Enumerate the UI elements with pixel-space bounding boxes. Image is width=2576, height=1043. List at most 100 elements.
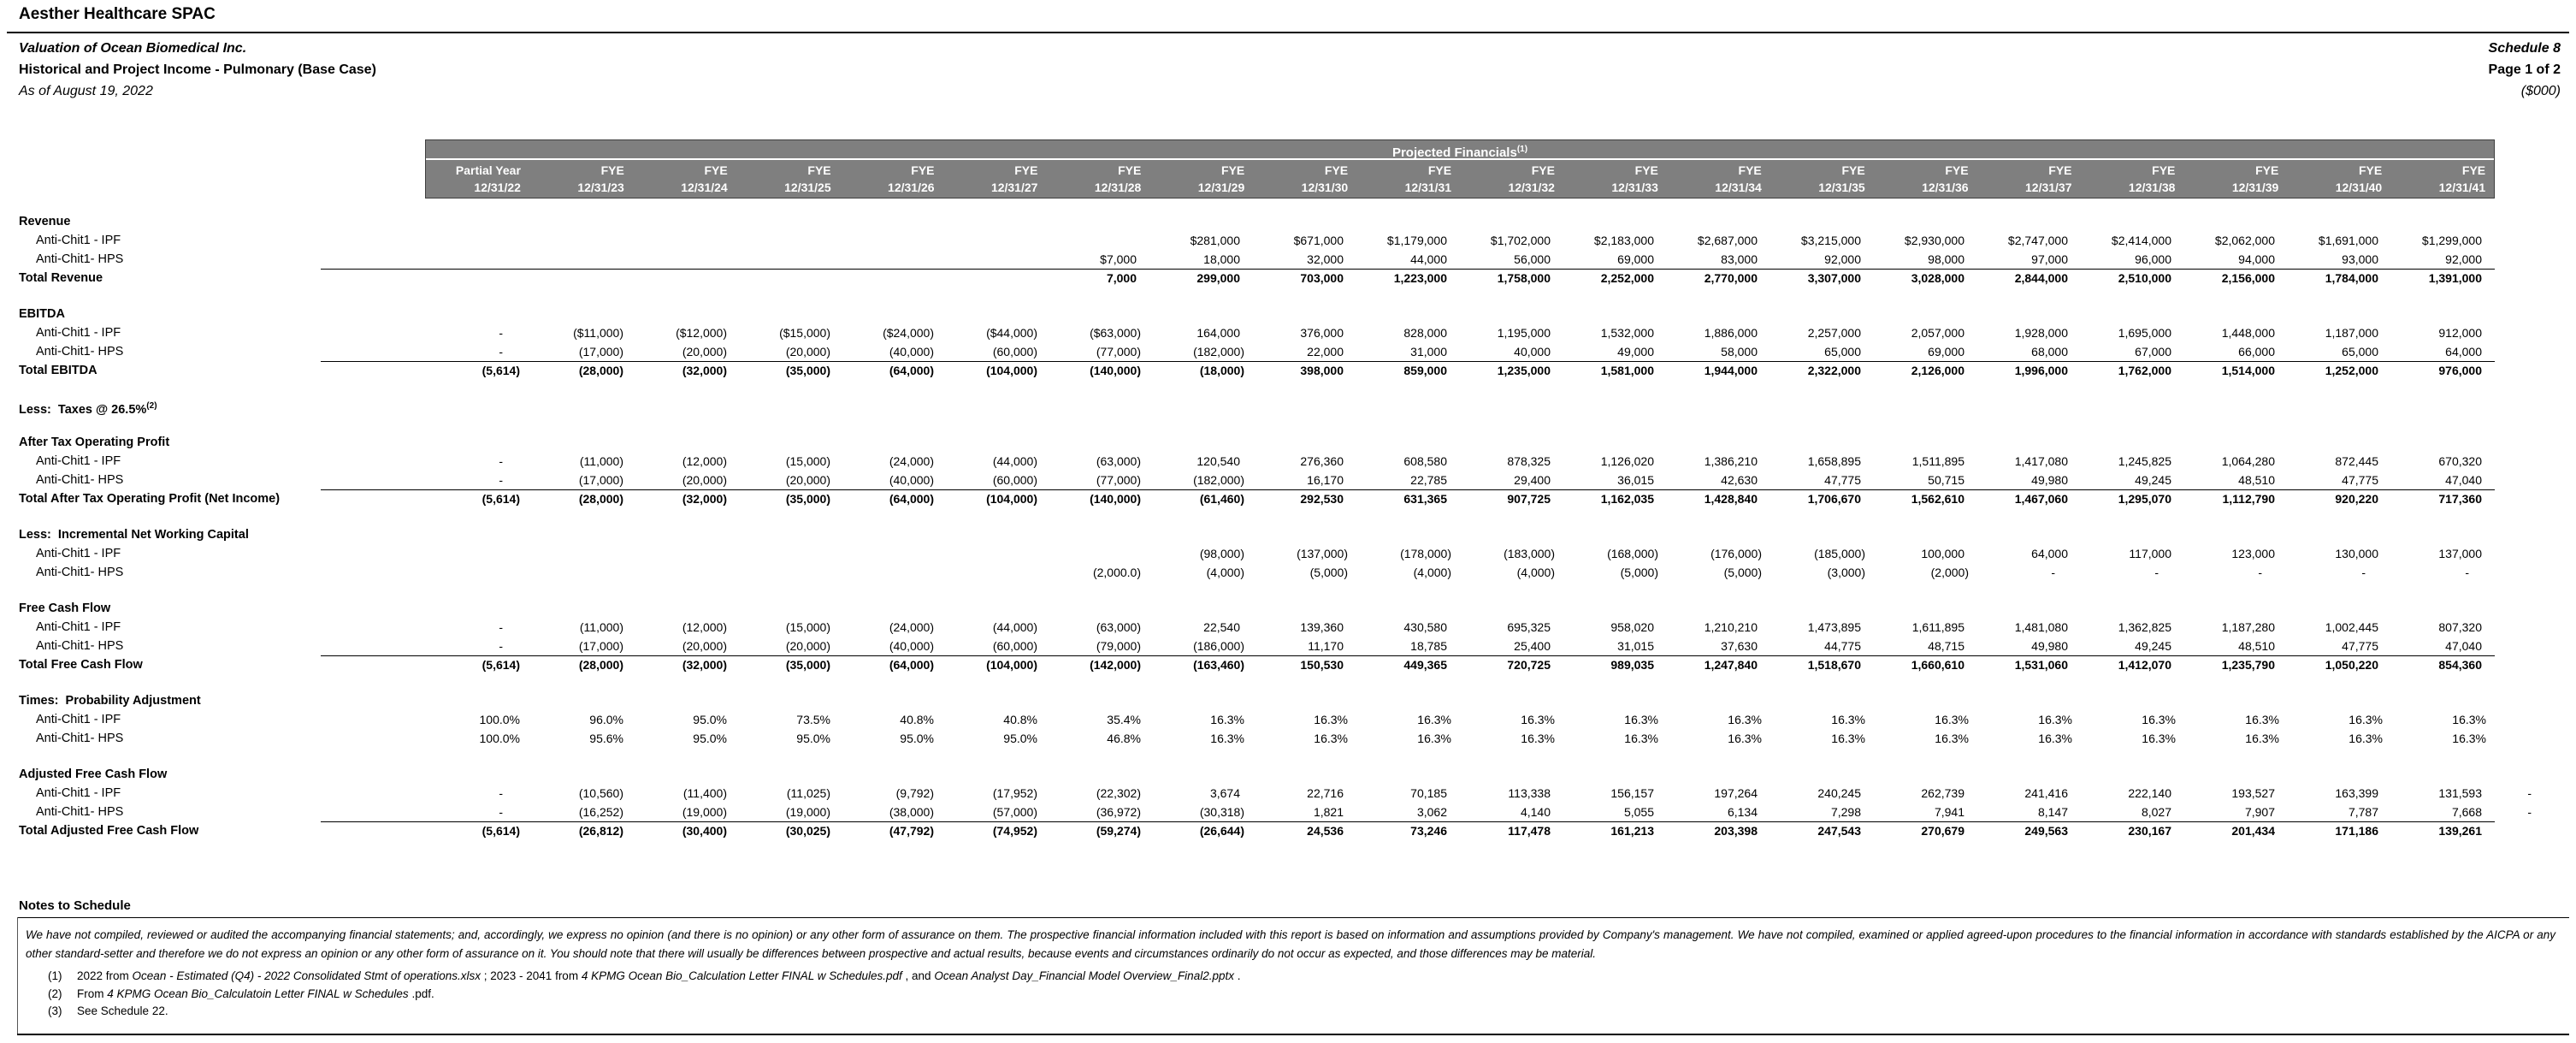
- cell: 6,134: [1727, 805, 1758, 819]
- cell: 16.3%: [2452, 732, 2486, 745]
- cell: 1,658,895: [1807, 454, 1861, 468]
- cell: (63,000): [1096, 454, 1141, 468]
- cell: 1,126,020: [1600, 454, 1654, 468]
- cell: (60,000): [992, 639, 1037, 653]
- cell: -: [2154, 566, 2159, 579]
- cell: 40,000: [1514, 345, 1551, 359]
- row-label: Anti-Chit1 - IPF: [19, 784, 425, 803]
- row-label-text: Anti-Chit1- HPS: [36, 732, 124, 745]
- cell: 16.3%: [1521, 732, 1555, 745]
- cell: 49,245: [2135, 639, 2171, 653]
- cell: 156,157: [1610, 786, 1654, 800]
- row-prob-header: Times: Probability Adjustment: [19, 691, 2547, 710]
- cell: 8,147: [2037, 805, 2068, 819]
- row-total-revenue: Total Revenue 7,000 299,000 703,000 1,223,00…: [19, 269, 2547, 287]
- units-label: ($000): [2520, 84, 2561, 98]
- cell: 958,020: [1610, 620, 1654, 634]
- cell: 120,540: [1196, 454, 1240, 468]
- projected-financials-table: Projected Financials(1) Partial Year 12/3…: [19, 139, 2547, 840]
- cell: $7,000: [1100, 252, 1137, 266]
- cell: 193,527: [2231, 786, 2275, 800]
- cell: 1,195,000: [1497, 326, 1551, 340]
- cell: 1,064,280: [2221, 454, 2275, 468]
- cell: [942, 250, 1046, 269]
- cell: 449,365: [1403, 658, 1447, 672]
- row-label: Free Cash Flow: [19, 599, 425, 618]
- cell: (5,614): [482, 492, 520, 506]
- cell: 1,247,840: [1704, 658, 1758, 672]
- column-date-label: 12/31/32: [1508, 181, 1555, 194]
- cell: (77,000): [1096, 345, 1141, 359]
- cell: (28,000): [578, 364, 623, 377]
- cell: 1,162,035: [1600, 492, 1654, 506]
- cell: [632, 563, 736, 582]
- cell: [839, 250, 942, 269]
- cell: 1,252,000: [2325, 364, 2378, 377]
- cell: (47,792): [889, 824, 934, 838]
- column-header-12-31-34: FYE 12/31/34: [1667, 160, 1770, 198]
- cell: [529, 269, 632, 287]
- cell: (4,000): [1206, 566, 1244, 579]
- cell: $2,930,000: [1904, 234, 1964, 247]
- table-body: Revenue Anti-Chit1 - IPF $281,000 $671,000 $…: [19, 212, 2547, 840]
- footnote-text: From 4 KPMG Ocean Bio_Calculatoin Letter…: [77, 986, 434, 1004]
- cell: 695,325: [1507, 620, 1551, 634]
- cell: (22,302): [1096, 786, 1141, 800]
- schedule-number: Schedule 8: [2488, 41, 2561, 56]
- cell: 1,235,790: [2221, 658, 2275, 672]
- cell: (163,460): [1193, 658, 1244, 672]
- cell: [425, 544, 529, 563]
- footnote-text-segment: .pdf.: [408, 987, 434, 1000]
- cell: 1,514,000: [2221, 364, 2275, 377]
- row-ebitda-header: EBITDA: [19, 305, 2547, 323]
- cell: 96,000: [2135, 252, 2171, 266]
- row-label: Less: Taxes @ 26.5%(2): [19, 397, 425, 417]
- row-cells: - (11,000) (12,000) (15,000) (24,000) (44,000…: [425, 452, 2495, 471]
- cell: 1,295,070: [2118, 492, 2171, 506]
- cell: $2,414,000: [2111, 234, 2171, 247]
- row-revenue-ipf: Anti-Chit1 - IPF $281,000 $671,000 $1,179,0…: [19, 231, 2547, 250]
- cell: 230,167: [2128, 824, 2171, 838]
- cell: 117,000: [2129, 547, 2171, 560]
- cell: ($24,000): [883, 326, 934, 340]
- cell: 16.3%: [2349, 732, 2383, 745]
- cell: (64,000): [889, 364, 934, 377]
- column-headers: Partial Year 12/31/22 FYE 12/31/23 FYE 12/31/…: [426, 160, 2494, 198]
- cell: 16.3%: [2038, 713, 2072, 726]
- cell: (16,252): [578, 805, 623, 819]
- cell: (104,000): [986, 658, 1037, 672]
- cell: $1,299,000: [2421, 234, 2482, 247]
- cell: 16.3%: [2142, 713, 2176, 726]
- row-label: Adjusted Free Cash Flow: [19, 765, 425, 784]
- cell: (35,000): [785, 492, 830, 506]
- cell: ($44,000): [986, 326, 1037, 340]
- cell: 3,307,000: [1807, 271, 1861, 285]
- cell: 1,391,000: [2428, 271, 2482, 285]
- column-header-12-31-33: FYE 12/31/33: [1563, 160, 1667, 198]
- cell: [529, 250, 632, 269]
- cell: (17,952): [992, 786, 1037, 800]
- page-number: Page 1 of 2: [2488, 62, 2561, 77]
- cell: (24,000): [889, 620, 934, 634]
- cell: (36,972): [1096, 805, 1141, 819]
- footnote-text-segment: .: [1233, 969, 1241, 982]
- row-label: Anti-Chit1- HPS: [19, 250, 425, 269]
- row-label-text: Anti-Chit1- HPS: [36, 805, 124, 819]
- cell: 22,785: [1410, 473, 1447, 487]
- cell: $2,687,000: [1697, 234, 1758, 247]
- cell: 7,941: [1934, 805, 1964, 819]
- cell: [425, 269, 529, 287]
- cell: 40.8%: [900, 713, 934, 726]
- row-cells: - (17,000) (20,000) (20,000) (40,000) (60,000…: [425, 637, 2495, 655]
- row-nwc-header: Less: Incremental Net Working Capital: [19, 525, 2547, 544]
- valuation-subject: Valuation of Ocean Biomedical Inc.: [19, 41, 247, 56]
- row-revenue-hps: Anti-Chit1- HPS $7,000 18,000 32,000 44,000 5…: [19, 250, 2547, 269]
- cell: [942, 544, 1046, 563]
- cell: 2,257,000: [1807, 326, 1861, 340]
- row-label-text: Anti-Chit1 - IPF: [36, 713, 121, 726]
- cell: 878,325: [1507, 454, 1551, 468]
- cell: 16.3%: [1417, 713, 1451, 726]
- row-fcf-hps: Anti-Chit1- HPS - (17,000) (20,000) (20,000)…: [19, 637, 2547, 655]
- cell: [425, 231, 529, 250]
- cell: (38,000): [889, 805, 934, 819]
